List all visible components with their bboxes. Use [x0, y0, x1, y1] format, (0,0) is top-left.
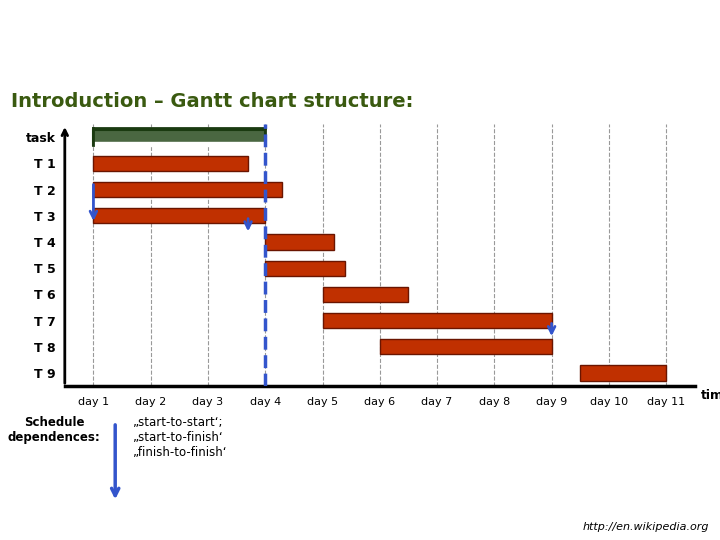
- Bar: [323, 313, 552, 328]
- Bar: [94, 130, 265, 145]
- Text: Introduction – Gantt chart structure:: Introduction – Gantt chart structure:: [11, 92, 413, 111]
- Bar: [265, 234, 334, 249]
- Bar: [265, 261, 346, 276]
- Text: GANTT Charts: GANTT Charts: [14, 48, 177, 68]
- Text: „start-to-start‘;
„start-to-finish‘
„finish-to-finish‘: „start-to-start‘; „start-to-finish‘ „fin…: [133, 416, 228, 459]
- Bar: [94, 208, 265, 224]
- Text: Schedule
dependences:: Schedule dependences:: [8, 416, 100, 444]
- Bar: [380, 339, 552, 354]
- Text: time: time: [701, 389, 720, 402]
- Bar: [94, 182, 282, 197]
- Bar: [323, 287, 408, 302]
- Bar: [94, 156, 248, 171]
- Text: http://en.wikipedia.org: http://en.wikipedia.org: [582, 522, 709, 532]
- Bar: [580, 366, 666, 381]
